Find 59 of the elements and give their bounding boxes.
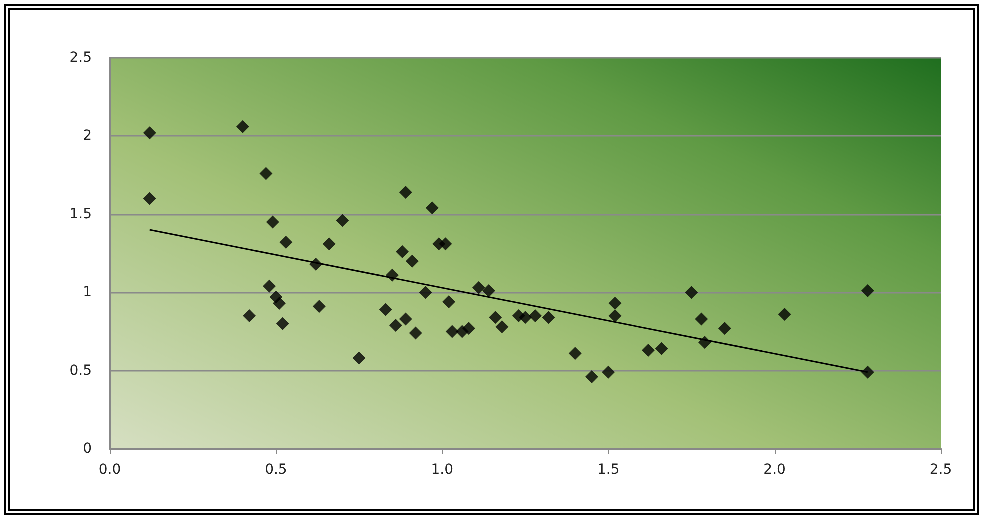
point xyxy=(608,310,622,323)
point xyxy=(489,311,502,324)
point xyxy=(143,192,156,206)
point xyxy=(519,311,532,324)
point xyxy=(280,236,293,250)
point xyxy=(276,317,290,330)
point xyxy=(568,347,582,360)
point xyxy=(143,126,156,140)
x-tick-label: 0.0 xyxy=(98,462,122,478)
point xyxy=(528,310,542,323)
point xyxy=(399,186,412,200)
point xyxy=(442,295,456,308)
point xyxy=(482,284,496,298)
point xyxy=(352,352,366,365)
point xyxy=(472,281,486,294)
y-tick-label: 0.5 xyxy=(70,362,92,379)
y-tick-label: 0 xyxy=(83,441,92,457)
point xyxy=(243,310,256,323)
point xyxy=(336,214,350,228)
point xyxy=(399,312,412,326)
y-tick-label: 2.5 xyxy=(70,50,92,66)
point xyxy=(263,280,276,293)
point xyxy=(496,320,509,334)
point xyxy=(695,312,708,326)
point xyxy=(642,344,655,357)
y-tick-label: 1.5 xyxy=(70,206,92,222)
point xyxy=(409,326,422,340)
point xyxy=(426,202,439,215)
point xyxy=(312,300,326,314)
point xyxy=(778,308,792,321)
point xyxy=(462,322,476,336)
point xyxy=(379,303,392,316)
point xyxy=(260,167,273,180)
point xyxy=(602,366,616,379)
point xyxy=(419,286,432,300)
point xyxy=(718,322,732,336)
y-tick-label: 2 xyxy=(83,128,92,144)
point xyxy=(273,297,286,310)
point xyxy=(861,366,874,379)
y-tick-label: 1 xyxy=(83,284,92,301)
point xyxy=(266,216,280,229)
point xyxy=(389,318,402,332)
x-tick-label: 2.0 xyxy=(764,462,786,478)
point xyxy=(608,297,622,310)
point xyxy=(396,245,410,258)
point xyxy=(861,284,874,298)
point xyxy=(655,342,668,356)
point xyxy=(585,370,598,384)
x-tick-label: 1.0 xyxy=(431,462,454,478)
x-tick-label: 0.5 xyxy=(265,462,288,478)
point xyxy=(685,286,698,300)
point xyxy=(406,254,419,268)
x-tick-label: 1.5 xyxy=(597,462,620,478)
point xyxy=(439,238,452,251)
point xyxy=(542,311,556,324)
point xyxy=(322,238,336,251)
point xyxy=(236,120,250,134)
x-tick-label: 2.5 xyxy=(930,462,952,478)
point xyxy=(446,325,459,338)
